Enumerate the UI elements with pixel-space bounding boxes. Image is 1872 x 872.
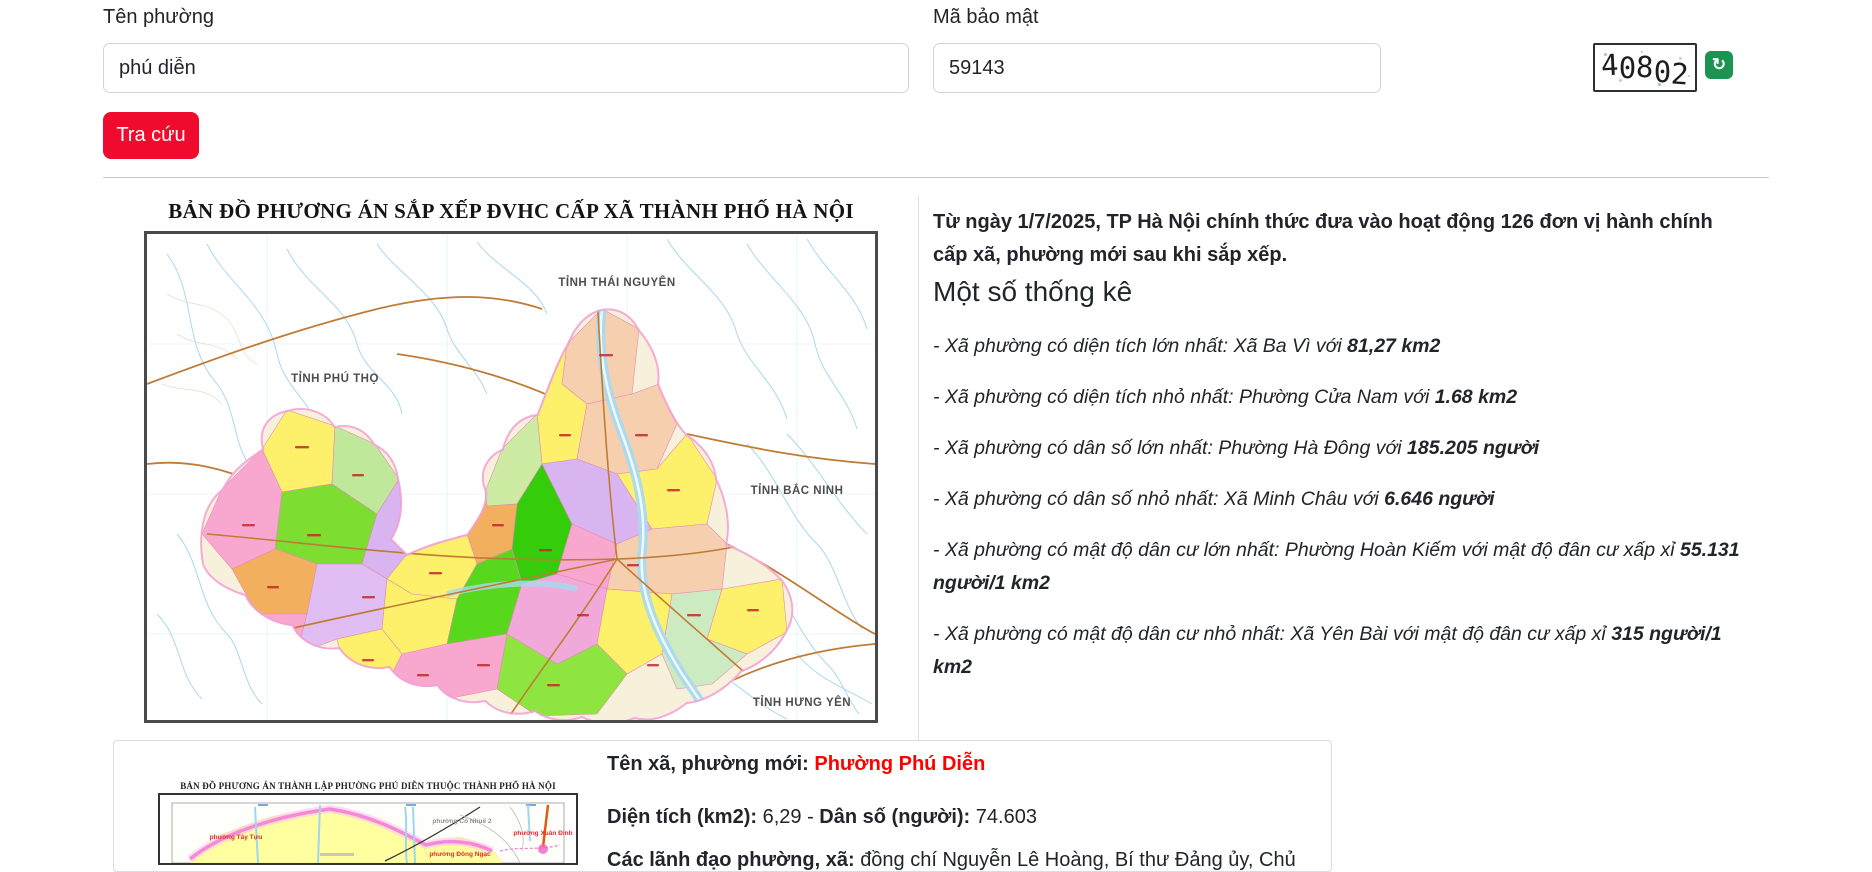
mini-map-graphic: phường Tây Tựu phường Cổ Nhuế 2 phường Đ… [160,795,576,864]
new-name-label: Tên xã, phường mới: [607,753,815,775]
stat-item: - Xã phường có dân số lớn nhất: Phường H… [933,432,1745,465]
province-label-phu-tho: TỈNH PHÚ THỌ [291,372,379,385]
column-divider [918,196,919,740]
leaders-value: đồng chí Nguyễn Lê Hoàng, Bí thư Đảng ủy… [860,849,1296,871]
result-leaders-line: Các lãnh đạo phường, xã: đồng chí Nguyễn… [607,849,1317,872]
province-label-bac-ninh: TỈNH BẮC NINH [751,484,844,497]
stat-text: - Xã phường có mật độ dân cư nhỏ nhất: X… [933,623,1612,645]
stat-item: - Xã phường có mật độ dân cư nhỏ nhất: X… [933,618,1745,684]
new-name-value: Phường Phú Diễn [814,753,986,775]
stat-text: - Xã phường có diện tích nhỏ nhất: Phườn… [933,386,1435,408]
map-title: BẢN ĐỒ PHƯƠNG ÁN SẮP XẾP ĐVHC CẤP XÃ THÀ… [168,199,854,223]
stat-value: 6.646 người [1384,488,1495,510]
hanoi-map-graphic: TỈNH THÁI NGUYÊN TỈNH PHÚ THỌ TỈNH BẮC N… [146,234,876,725]
stat-value: 1.68 km2 [1434,386,1518,408]
captcha-digit: 0 [1653,54,1672,89]
result-area-population-line: Diện tích (km2): 6,29 - Dân số (người): … [607,806,1037,829]
stat-text: - Xã phường có dân số lớn nhất: Phường H… [933,437,1408,459]
search-button[interactable]: Tra cứu [103,112,199,159]
captcha-digit: 8 [1635,49,1655,84]
stat-value: 315 người/1 km2 [933,623,1722,678]
stat-text: - Xã phường có diện tích lớn nhất: Xã Ba… [933,335,1348,357]
captcha-refresh-button[interactable]: ↻ [1705,51,1733,79]
hanoi-plan-map: TỈNH THÁI NGUYÊN TỈNH PHÚ THỌ TỈNH BẮC N… [144,231,878,725]
population-label: Dân số (người): [819,806,976,828]
population-value: 74.603 [975,806,1037,828]
separator: - [801,806,820,828]
captcha-digit: 2 [1670,55,1690,92]
area-value: 6,29 [762,806,802,828]
mini-map-label-tay-tuu: phường Tây Tựu [210,834,263,841]
stat-item: - Xã phường có mật độ dân cư lớn nhất: P… [933,534,1745,600]
stat-item: - Xã phường có diện tích nhỏ nhất: Phườn… [933,381,1745,414]
mini-map-label-dong-ngac: phường Đông Ngạc [429,851,491,858]
divider [103,177,1769,178]
stat-text: - Xã phường có dân số nhỏ nhất: Xã Minh … [933,488,1385,510]
province-label-hung-yen: TỈNH HƯNG YÊN [753,696,851,709]
stat-text: - Xã phường có mật độ dân cư lớn nhất: P… [933,539,1680,561]
captcha-digit: 4 [1600,47,1620,82]
stats-heading: Một số thống kê [933,276,1133,307]
stat-item: - Xã phường có diện tích lớn nhất: Xã Ba… [933,330,1745,363]
mini-map-label-co-nhue-2: phường Cổ Nhuế 2 [432,817,492,825]
stat-value: 185.205 người [1407,437,1540,459]
mini-map-title: BẢN ĐỒ PHƯƠNG ÁN THÀNH LẬP PHƯỜNG PHÚ DI… [180,781,556,791]
stat-value: 55.131 người/1 km2 [933,539,1740,594]
ward-name-label: Tên phường [103,6,215,28]
refresh-icon: ↻ [1711,55,1727,74]
intro-text: Từ ngày 1/7/2025, TP Hà Nội chính thức đ… [933,211,1713,266]
stat-value: 81,27 km2 [1347,335,1441,357]
province-label-thai-nguyen: TỈNH THÁI NGUYÊN [558,276,675,289]
mini-map-label-xuan-dinh: phường Xuân Đỉnh [513,830,572,837]
captcha-digit: 0 [1618,50,1637,85]
phu-dien-mini-map: phường Tây Tựu phường Cổ Nhuế 2 phường Đ… [158,793,578,865]
result-new-name-line: Tên xã, phường mới: Phường Phú Diễn [607,753,985,776]
captcha-label: Mã bảo mật [933,6,1039,28]
captcha-input[interactable] [933,43,1381,93]
ward-name-input[interactable] [103,43,909,93]
area-label: Diện tích (km2): [607,806,763,828]
captcha-image: 4 0 8 0 2 [1593,43,1697,92]
stats-list: - Xã phường có diện tích lớn nhất: Xã Ba… [933,330,1745,702]
leaders-label: Các lãnh đạo phường, xã: [607,849,861,871]
stat-item: - Xã phường có dân số nhỏ nhất: Xã Minh … [933,483,1745,516]
